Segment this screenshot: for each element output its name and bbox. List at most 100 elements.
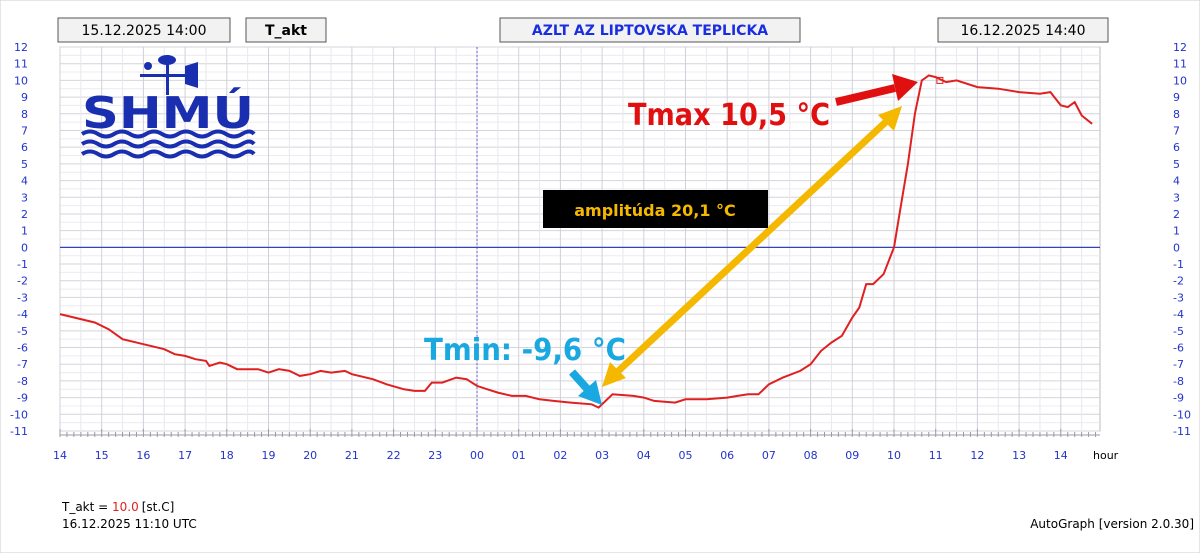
variable-box: T_akt — [245, 17, 327, 43]
x-tick-label: 16 — [136, 449, 150, 462]
y-tick-label-left: -6 — [17, 342, 28, 355]
y-tick-label-left: 8 — [21, 108, 28, 121]
x-tick-label: 13 — [1012, 449, 1026, 462]
y-tick-label-right: -7 — [1173, 358, 1184, 371]
x-tick-label: 20 — [303, 449, 317, 462]
x-tick-label: 09 — [845, 449, 859, 462]
x-tick-label: 00 — [470, 449, 484, 462]
update-timestamp: 16.12.2025 11:10 UTC — [62, 517, 197, 531]
x-tick-label: 02 — [553, 449, 567, 462]
current-unit: [st.C] — [142, 500, 175, 514]
station-title: AZLT AZ LIPTOVSKA TEPLICKA — [532, 23, 768, 39]
tmin-label: Tmin: -9,6 °C — [424, 333, 626, 368]
y-tick-label-right: -9 — [1173, 392, 1184, 405]
y-tick-label-left: -7 — [17, 358, 28, 371]
y-tick-label-left: 7 — [21, 124, 28, 137]
y-tick-label-left: -8 — [17, 375, 28, 388]
amplitude-label: amplitúda 20,1 °C — [543, 190, 768, 228]
y-tick-label-left: 5 — [21, 158, 28, 171]
y-tick-label-right: 7 — [1173, 124, 1180, 137]
y-tick-label-left: 1 — [21, 225, 28, 238]
current-value: 10.0 — [112, 500, 139, 514]
y-tick-label-right: -4 — [1173, 308, 1184, 321]
x-tick-label: 06 — [720, 449, 734, 462]
y-tick-label-left: 9 — [21, 91, 28, 104]
x-tick-label: 05 — [679, 449, 693, 462]
y-tick-label-left: -11 — [10, 425, 28, 438]
amplitude-text: amplitúda 20,1 °C — [574, 201, 736, 220]
x-tick-label: 15 — [95, 449, 109, 462]
tmin-arrow — [569, 369, 602, 405]
x-tick-label: 03 — [595, 449, 609, 462]
y-tick-label-left: 6 — [21, 141, 28, 154]
y-tick-label-left: -5 — [17, 325, 28, 338]
y-tick-label-right: 11 — [1173, 58, 1187, 71]
y-tick-label-right: -10 — [1173, 408, 1191, 421]
y-tick-label-left: -10 — [10, 408, 28, 421]
y-tick-label-right: 2 — [1173, 208, 1180, 221]
y-tick-label-left: 11 — [14, 58, 28, 71]
y-tick-label-right: 5 — [1173, 158, 1180, 171]
y-tick-label-left: -2 — [17, 275, 28, 288]
x-tick-label: 17 — [178, 449, 192, 462]
start-time: 15.12.2025 14:00 — [82, 23, 207, 39]
y-tick-label-right: -8 — [1173, 375, 1184, 388]
y-tick-label-left: 2 — [21, 208, 28, 221]
x-tick-label: 08 — [804, 449, 818, 462]
y-tick-label-left: -3 — [17, 291, 28, 304]
y-tick-label-right: 10 — [1173, 74, 1187, 87]
y-tick-label-left: 4 — [21, 175, 28, 188]
y-tick-label-right: -3 — [1173, 291, 1184, 304]
x-tick-label: 04 — [637, 449, 651, 462]
y-tick-label-right: -5 — [1173, 325, 1184, 338]
shmu-logo: SHMÚ — [80, 55, 256, 159]
current-value-line: T_akt = 10.0 [st.C] — [61, 500, 174, 514]
y-tick-label-right: 8 — [1173, 108, 1180, 121]
x-axis-label: hour — [1093, 449, 1119, 462]
station-box: AZLT AZ LIPTOVSKA TEPLICKA — [499, 17, 801, 43]
waves-icon — [80, 129, 256, 159]
y-tick-label-right: 3 — [1173, 191, 1180, 204]
y-tick-label-right: 0 — [1173, 241, 1180, 254]
y-tick-label-right: 1 — [1173, 225, 1180, 238]
y-tick-label-right: -6 — [1173, 342, 1184, 355]
y-tick-label-left: -4 — [17, 308, 28, 321]
start-time-box: 15.12.2025 14:00 — [57, 17, 231, 43]
x-tick-label: 21 — [345, 449, 359, 462]
tmax-arrow — [835, 74, 918, 106]
x-tick-label: 18 — [220, 449, 234, 462]
tmax-label: Tmax 10,5 °C — [628, 98, 830, 133]
x-tick-label: 14 — [53, 449, 67, 462]
variable-name: T_akt — [265, 23, 307, 39]
y-tick-label-right: -1 — [1173, 258, 1184, 271]
x-tick-label: 22 — [387, 449, 401, 462]
x-tick-label: 11 — [929, 449, 943, 462]
temperature-series-line — [59, 74, 1093, 409]
y-tick-label-right: -2 — [1173, 275, 1184, 288]
end-time-box: 16.12.2025 14:40 — [937, 17, 1109, 43]
y-tick-label-left: 0 — [21, 241, 28, 254]
x-tick-label: 19 — [262, 449, 276, 462]
y-tick-label-left: 10 — [14, 74, 28, 87]
y-tick-label-right: 12 — [1173, 41, 1187, 54]
y-tick-label-left: -9 — [17, 392, 28, 405]
current-marker — [936, 76, 944, 84]
logo-text: SHMÚ — [82, 86, 254, 139]
y-tick-label-right: -11 — [1173, 425, 1191, 438]
current-label: T_akt = — [61, 500, 112, 514]
x-tick-label: 07 — [762, 449, 776, 462]
x-tick-label: 12 — [970, 449, 984, 462]
y-tick-label-right: 9 — [1173, 91, 1180, 104]
y-tick-label-left: 12 — [14, 41, 28, 54]
weather-vane-icon — [140, 55, 198, 95]
y-tick-label-right: 4 — [1173, 175, 1180, 188]
y-tick-label-left: -1 — [17, 258, 28, 271]
x-tick-label: 23 — [428, 449, 442, 462]
version-label: AutoGraph [version 2.0.30] — [1030, 517, 1194, 531]
end-time: 16.12.2025 14:40 — [961, 23, 1086, 39]
y-tick-label-right: 6 — [1173, 141, 1180, 154]
x-tick-label: 14 — [1054, 449, 1068, 462]
x-tick-label: 10 — [887, 449, 901, 462]
